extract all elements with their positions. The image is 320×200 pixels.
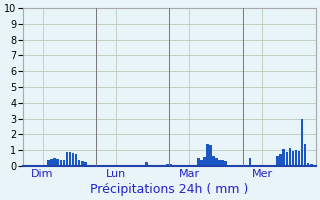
Bar	[66, 152, 68, 166]
Bar	[221, 160, 224, 166]
Bar	[276, 156, 279, 166]
Bar	[63, 160, 65, 166]
Bar	[170, 164, 172, 166]
Bar	[203, 157, 206, 166]
Bar	[212, 156, 215, 166]
Bar	[197, 158, 200, 166]
Bar	[304, 144, 307, 166]
Bar	[307, 163, 309, 166]
Bar	[75, 154, 77, 166]
Bar	[279, 154, 282, 166]
Bar	[292, 151, 294, 166]
Bar	[200, 160, 203, 166]
Bar	[81, 161, 84, 166]
Bar	[249, 158, 252, 166]
Bar	[78, 160, 80, 166]
Bar	[218, 160, 221, 166]
Bar	[145, 162, 148, 166]
Bar	[285, 152, 288, 166]
Bar	[298, 151, 300, 166]
Bar	[53, 158, 56, 166]
Bar	[57, 159, 59, 166]
Bar	[289, 148, 291, 166]
Bar	[295, 150, 297, 166]
Bar	[209, 145, 212, 166]
Bar	[215, 158, 218, 166]
X-axis label: Précipitations 24h ( mm ): Précipitations 24h ( mm )	[90, 183, 248, 196]
Bar	[84, 162, 87, 166]
Bar	[69, 152, 71, 166]
Bar	[283, 149, 285, 166]
Bar	[224, 161, 227, 166]
Bar	[60, 160, 62, 166]
Bar	[206, 144, 209, 166]
Bar	[166, 164, 169, 166]
Bar	[47, 160, 50, 166]
Bar	[50, 159, 53, 166]
Bar	[72, 153, 74, 166]
Bar	[310, 164, 313, 166]
Bar	[301, 119, 303, 166]
